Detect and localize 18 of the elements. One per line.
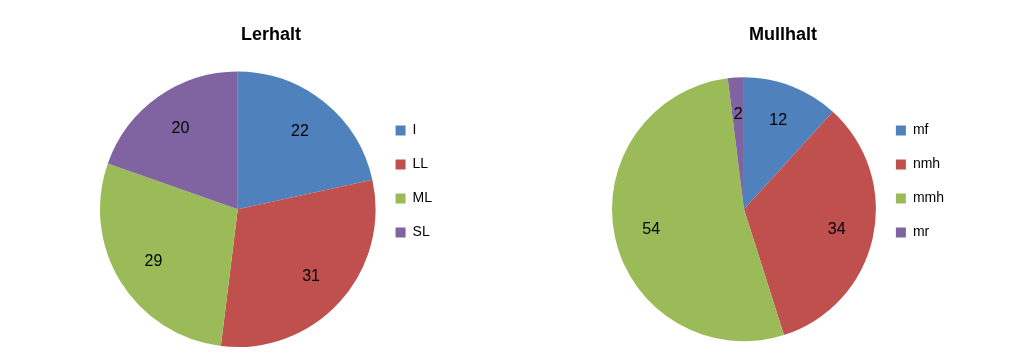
data-label: 12 xyxy=(769,111,788,129)
chart-title: Lerhalt xyxy=(240,23,302,44)
legend-label: SL xyxy=(412,223,430,240)
data-label: 31 xyxy=(302,266,321,284)
data-label: 20 xyxy=(171,118,190,136)
data-label: 2 xyxy=(733,104,743,122)
data-label: 22 xyxy=(291,122,309,140)
legend-label: mr xyxy=(912,223,930,240)
legend-label: nmh xyxy=(912,155,941,172)
legend-label: I xyxy=(412,121,417,138)
chart-title: Mullhalt xyxy=(749,23,817,44)
legend-label: mf xyxy=(912,121,929,138)
data-label: 29 xyxy=(144,251,163,269)
legend-label: LL xyxy=(412,155,429,172)
data-label: 34 xyxy=(827,220,846,238)
data-label: 54 xyxy=(642,220,661,238)
legend-label: ML xyxy=(412,189,433,206)
legend-label: mmh xyxy=(912,189,945,206)
